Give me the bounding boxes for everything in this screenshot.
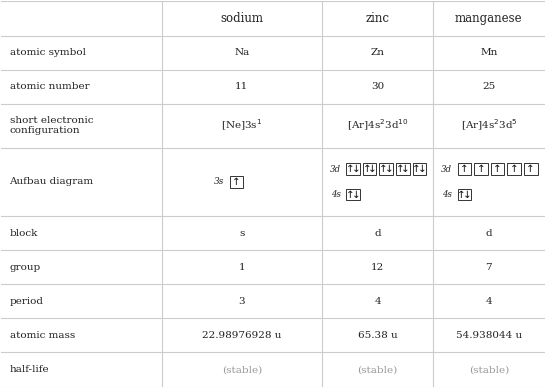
Text: ↑: ↑ bbox=[458, 189, 466, 199]
FancyBboxPatch shape bbox=[458, 163, 471, 175]
Text: [Ar]4s$^2$3d$^{10}$: [Ar]4s$^2$3d$^{10}$ bbox=[347, 118, 408, 133]
FancyBboxPatch shape bbox=[346, 189, 360, 200]
Text: short electronic
configuration: short electronic configuration bbox=[9, 116, 93, 135]
Text: 1: 1 bbox=[239, 263, 245, 272]
Text: ↑: ↑ bbox=[346, 189, 355, 199]
Text: (stable): (stable) bbox=[358, 365, 397, 374]
Text: ↑: ↑ bbox=[493, 164, 502, 174]
Text: block: block bbox=[9, 229, 38, 237]
FancyBboxPatch shape bbox=[379, 163, 393, 175]
FancyBboxPatch shape bbox=[346, 163, 360, 175]
FancyBboxPatch shape bbox=[524, 163, 538, 175]
Text: ↓: ↓ bbox=[463, 189, 472, 199]
Text: ↑: ↑ bbox=[412, 164, 421, 174]
FancyBboxPatch shape bbox=[229, 176, 243, 187]
Text: Na: Na bbox=[234, 48, 250, 57]
Text: 54.938044 u: 54.938044 u bbox=[456, 331, 522, 340]
Text: Aufbau diagram: Aufbau diagram bbox=[9, 177, 94, 186]
Text: atomic number: atomic number bbox=[9, 82, 89, 91]
Text: 3s: 3s bbox=[213, 177, 224, 186]
Text: 3: 3 bbox=[239, 297, 245, 306]
Text: half-life: half-life bbox=[9, 365, 49, 374]
Text: sodium: sodium bbox=[220, 12, 263, 25]
Text: 12: 12 bbox=[371, 263, 384, 272]
Text: ↑: ↑ bbox=[379, 164, 388, 174]
FancyBboxPatch shape bbox=[507, 163, 521, 175]
Text: s: s bbox=[239, 229, 245, 237]
Text: d: d bbox=[374, 229, 381, 237]
Text: ↓: ↓ bbox=[368, 164, 377, 174]
Text: 65.38 u: 65.38 u bbox=[358, 331, 397, 340]
Text: ↑: ↑ bbox=[363, 164, 371, 174]
Text: (stable): (stable) bbox=[469, 365, 509, 374]
FancyBboxPatch shape bbox=[458, 189, 471, 200]
Text: zinc: zinc bbox=[366, 12, 389, 25]
Text: group: group bbox=[9, 263, 41, 272]
Text: 7: 7 bbox=[485, 263, 492, 272]
Text: Zn: Zn bbox=[371, 48, 384, 57]
Text: 3d: 3d bbox=[330, 165, 341, 173]
Text: 11: 11 bbox=[235, 82, 248, 91]
FancyBboxPatch shape bbox=[491, 163, 505, 175]
Text: 4: 4 bbox=[374, 297, 381, 306]
Text: ↑: ↑ bbox=[526, 164, 535, 174]
Text: manganese: manganese bbox=[455, 12, 523, 25]
FancyBboxPatch shape bbox=[363, 163, 377, 175]
Text: Mn: Mn bbox=[480, 48, 497, 57]
Text: d: d bbox=[485, 229, 492, 237]
Text: 22.98976928 u: 22.98976928 u bbox=[202, 331, 281, 340]
Text: atomic mass: atomic mass bbox=[9, 331, 75, 340]
Text: ↑: ↑ bbox=[510, 164, 519, 174]
Text: atomic symbol: atomic symbol bbox=[9, 48, 86, 57]
Text: ↑: ↑ bbox=[460, 164, 469, 174]
Text: ↑: ↑ bbox=[396, 164, 405, 174]
Text: 4: 4 bbox=[485, 297, 492, 306]
Text: ↑: ↑ bbox=[232, 177, 241, 187]
Text: ↓: ↓ bbox=[352, 189, 360, 199]
Text: period: period bbox=[9, 297, 44, 306]
FancyBboxPatch shape bbox=[396, 163, 410, 175]
Text: 4s: 4s bbox=[442, 190, 452, 199]
Text: 3d: 3d bbox=[441, 165, 452, 173]
Text: ↑: ↑ bbox=[477, 164, 485, 174]
Text: ↓: ↓ bbox=[384, 164, 393, 174]
Text: (stable): (stable) bbox=[222, 365, 262, 374]
Text: [Ar]4s$^2$3d$^5$: [Ar]4s$^2$3d$^5$ bbox=[460, 118, 517, 133]
Text: ↓: ↓ bbox=[401, 164, 410, 174]
Text: 30: 30 bbox=[371, 82, 384, 91]
Text: ↑: ↑ bbox=[346, 164, 355, 174]
FancyBboxPatch shape bbox=[474, 163, 488, 175]
Text: 25: 25 bbox=[482, 82, 496, 91]
FancyBboxPatch shape bbox=[413, 163, 426, 175]
Text: 4s: 4s bbox=[331, 190, 341, 199]
Text: [Ne]3s$^1$: [Ne]3s$^1$ bbox=[221, 118, 263, 133]
Text: ↓: ↓ bbox=[418, 164, 426, 174]
Text: ↓: ↓ bbox=[352, 164, 360, 174]
